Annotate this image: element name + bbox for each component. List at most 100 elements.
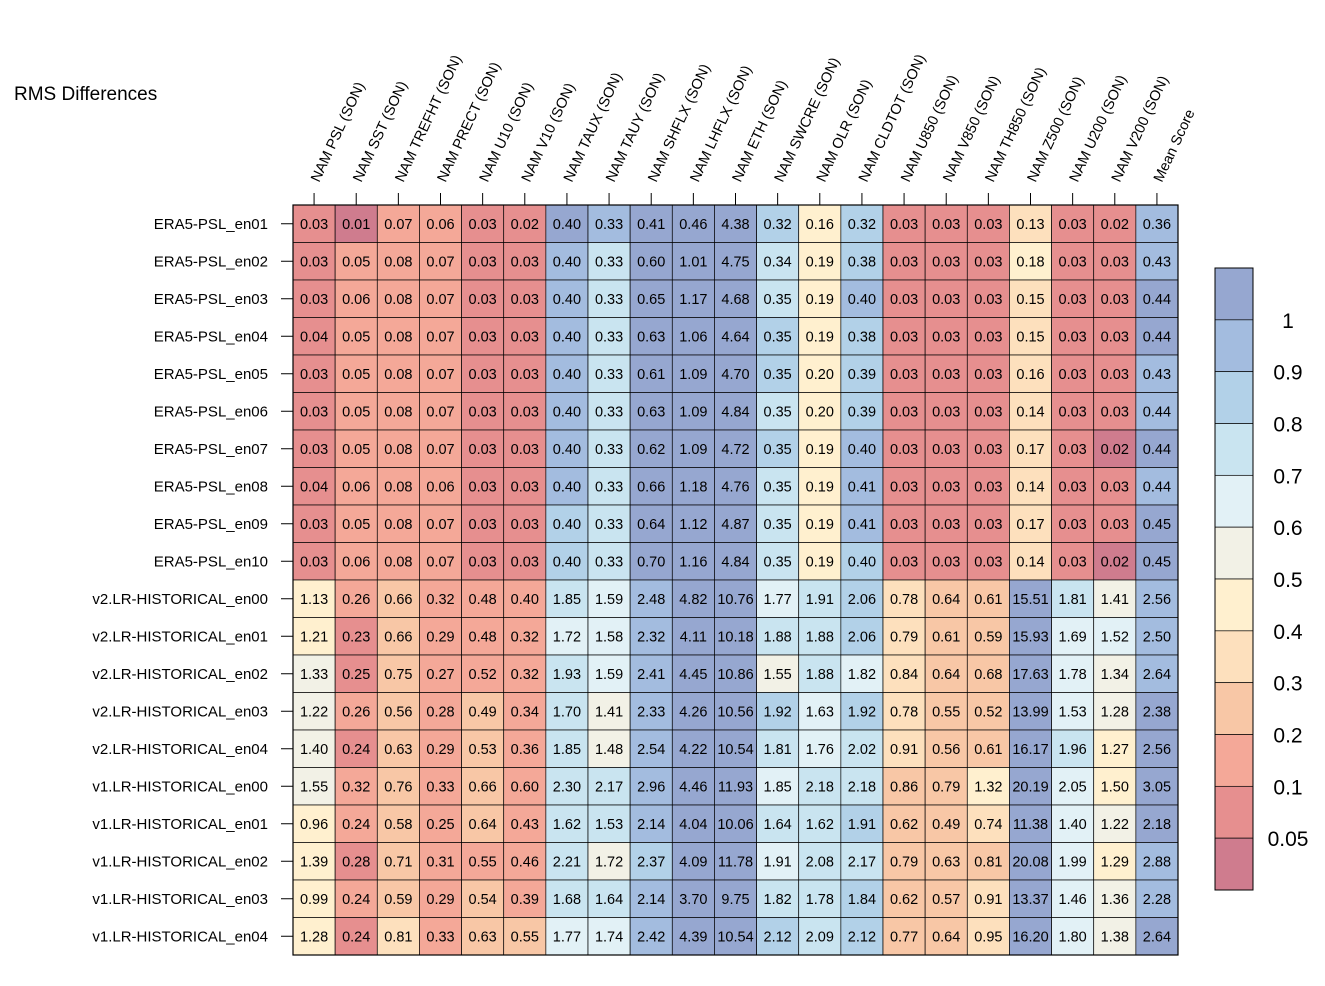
heatmap-cell	[1093, 204, 1137, 243]
cell-value-label: 0.03	[890, 367, 918, 383]
cell-value-label: 0.61	[974, 742, 1002, 758]
heatmap-cell	[629, 879, 673, 918]
heatmap-cell	[1051, 242, 1095, 281]
heatmap-cell	[461, 467, 505, 506]
colorbar-segment	[1214, 474, 1254, 528]
cell-value-label: 11.93	[718, 779, 753, 795]
cell-value-label: 0.03	[300, 442, 328, 458]
cell-value-label: 0.24	[342, 892, 370, 908]
cell-value-label: 0.41	[637, 217, 665, 233]
heatmap-cell	[503, 767, 547, 806]
cell-value-label: 1.64	[595, 892, 623, 908]
cell-value-label: 0.60	[637, 254, 665, 270]
cell-value-label: 0.66	[384, 592, 412, 608]
cell-value-label: 0.15	[1016, 329, 1044, 345]
heatmap-cell	[1009, 279, 1052, 318]
heatmap-cell	[1009, 654, 1052, 693]
cell-value-label: 4.11	[680, 629, 707, 645]
heatmap-cell	[1135, 467, 1179, 506]
cell-value-label: 0.08	[384, 292, 412, 308]
heatmap-cell	[671, 917, 715, 956]
cell-value-label: 0.03	[469, 442, 497, 458]
cell-value-label: 0.62	[637, 442, 665, 458]
cell-value-label: 0.04	[300, 329, 328, 345]
heatmap-cell	[798, 354, 842, 393]
cell-value-label: 0.03	[1059, 217, 1087, 233]
heatmap-cell	[1093, 767, 1137, 806]
cell-value-label: 0.55	[932, 704, 960, 720]
cell-value-label: 0.41	[848, 479, 876, 495]
heatmap-cell	[629, 429, 673, 468]
cell-value-label: 10.06	[717, 817, 753, 833]
cell-value-label: 0.26	[342, 704, 370, 720]
chart-title: RMS Differences	[14, 84, 157, 105]
heatmap-cell	[966, 354, 1010, 393]
heatmap-cell	[334, 692, 378, 731]
cell-value-label: 2.17	[848, 854, 876, 870]
cell-value-label: 1.16	[679, 554, 707, 570]
cell-value-label: 0.44	[1143, 442, 1171, 458]
cell-value-label: 4.72	[721, 442, 749, 458]
heatmap-cell	[629, 617, 673, 656]
row-label: ERA5-PSL_en05	[154, 366, 268, 383]
cell-value-label: 1.93	[553, 667, 581, 683]
heatmap-cell	[461, 804, 505, 843]
cell-value-label: 1.27	[1101, 742, 1129, 758]
cell-value-label: 0.35	[764, 479, 792, 495]
heatmap-cell	[882, 579, 926, 618]
cell-value-label: 1.40	[300, 742, 328, 758]
cell-value-label: 0.35	[764, 367, 792, 383]
cell-value-label: 1.88	[806, 667, 834, 683]
heatmap-cell	[966, 542, 1010, 581]
cell-value-label: 0.44	[1143, 479, 1171, 495]
heatmap-cell	[924, 767, 968, 806]
cell-value-label: 0.33	[595, 442, 623, 458]
cell-value-label: 0.40	[553, 479, 581, 495]
heatmap-cell	[419, 317, 462, 356]
heatmap-cell	[966, 617, 1010, 656]
cell-value-label: 1.69	[1059, 629, 1087, 645]
cell-value-label: 1.52	[1101, 629, 1129, 645]
heatmap-cell	[292, 354, 336, 393]
cell-value-label: 0.18	[1016, 254, 1044, 270]
cell-value-label: 1.68	[553, 892, 581, 908]
column-labels: NAM PSL (SON)NAM SST (SON)NAM TREFHT (SO…	[308, 52, 1199, 205]
cell-value-label: 0.17	[1016, 517, 1044, 533]
cell-value-label: 0.25	[342, 667, 370, 683]
cell-value-label: 1.91	[806, 592, 834, 608]
cell-value-label: 0.02	[511, 217, 539, 233]
cell-value-label: 1.92	[764, 704, 792, 720]
heatmap-cell	[1009, 467, 1052, 506]
cell-value-label: 0.23	[342, 629, 370, 645]
cell-value-label: 1.38	[1101, 929, 1129, 945]
heatmap-cell	[671, 467, 715, 506]
cell-value-label: 0.49	[469, 704, 497, 720]
cell-value-label: 1.84	[848, 892, 876, 908]
cell-value-label: 0.76	[384, 779, 412, 795]
cell-value-label: 1.72	[553, 629, 581, 645]
column-label: Mean Score	[1151, 107, 1199, 185]
heatmap-cell	[419, 279, 462, 318]
heatmap-cell	[292, 579, 336, 618]
cell-value-label: 0.14	[1016, 479, 1044, 495]
row-label: v2.LR-HISTORICAL_en02	[92, 666, 268, 683]
cell-value-label: 0.55	[469, 854, 497, 870]
cell-value-label: 0.27	[426, 667, 454, 683]
heatmap-cell	[882, 804, 926, 843]
cell-value-label: 0.03	[511, 442, 539, 458]
cell-value-label: 0.03	[511, 554, 539, 570]
heatmap-cell	[419, 429, 462, 468]
heatmap-cell	[1051, 354, 1095, 393]
heatmap-cell	[545, 354, 589, 393]
cell-value-label: 0.03	[974, 517, 1002, 533]
cell-value-label: 2.42	[637, 929, 665, 945]
cell-value-label: 13.37	[1012, 892, 1048, 908]
heatmap-cell	[334, 467, 378, 506]
cell-value-label: 0.03	[890, 554, 918, 570]
cell-value-label: 1.41	[595, 704, 623, 720]
cell-value-label: 0.61	[637, 367, 665, 383]
cell-value-label: 1.46	[1059, 892, 1087, 908]
cell-value-label: 4.45	[679, 667, 707, 683]
heatmap-cell	[966, 242, 1010, 281]
heatmap-cell	[1009, 317, 1052, 356]
